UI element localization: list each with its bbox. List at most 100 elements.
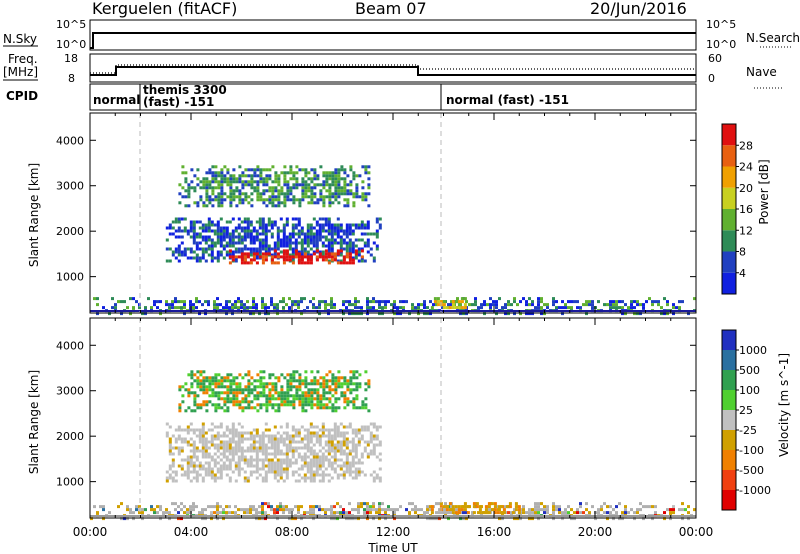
data-cell bbox=[291, 461, 295, 465]
data-cell bbox=[531, 511, 534, 515]
data-cell bbox=[324, 511, 327, 515]
data-cell bbox=[378, 476, 382, 480]
data-cell bbox=[313, 403, 317, 407]
data-cell bbox=[303, 434, 307, 438]
data-cell bbox=[241, 186, 245, 190]
data-cell bbox=[294, 434, 298, 438]
data-cell bbox=[219, 434, 223, 438]
data-cell bbox=[244, 388, 248, 392]
data-cell bbox=[256, 385, 260, 389]
data-cell bbox=[324, 303, 327, 307]
data-cell bbox=[187, 391, 191, 395]
data-cell bbox=[327, 220, 331, 224]
data-cell bbox=[448, 502, 452, 506]
data-cell bbox=[346, 189, 350, 193]
data-cell bbox=[204, 250, 208, 254]
data-cell bbox=[213, 300, 216, 304]
data-cell bbox=[342, 449, 346, 453]
data-cell bbox=[561, 306, 564, 310]
data-cell bbox=[322, 204, 326, 208]
data-cell bbox=[231, 235, 235, 239]
data-cell bbox=[268, 198, 272, 202]
data-cell bbox=[493, 508, 497, 512]
data-cell bbox=[208, 186, 212, 190]
data-cell bbox=[279, 250, 283, 254]
data-cell bbox=[286, 382, 290, 386]
data-cell bbox=[463, 297, 467, 301]
data-cell bbox=[435, 517, 438, 521]
data-cell bbox=[328, 201, 332, 205]
data-cell bbox=[261, 511, 264, 515]
data-cell bbox=[319, 198, 323, 202]
data-cell bbox=[219, 458, 223, 462]
data-cell bbox=[234, 443, 238, 447]
data-cell bbox=[312, 226, 316, 230]
data-cell bbox=[360, 232, 364, 236]
data-cell bbox=[304, 382, 308, 386]
data-cell bbox=[312, 238, 316, 242]
data-cell bbox=[342, 434, 346, 438]
data-cell bbox=[564, 306, 567, 310]
data-cell bbox=[285, 473, 289, 477]
data-cell bbox=[355, 382, 359, 386]
data-cell bbox=[261, 440, 265, 444]
data-cell bbox=[223, 379, 227, 383]
data-cell bbox=[180, 473, 184, 477]
data-cell bbox=[132, 511, 135, 515]
data-cell bbox=[319, 189, 323, 193]
data-cell bbox=[220, 186, 224, 190]
data-cell bbox=[310, 177, 314, 181]
data-cell bbox=[439, 300, 443, 304]
data-cell bbox=[472, 505, 476, 509]
data-cell bbox=[330, 300, 333, 304]
data-cell bbox=[289, 168, 293, 172]
data-cell bbox=[537, 505, 540, 509]
data-cell bbox=[181, 171, 185, 175]
data-cell bbox=[264, 250, 268, 254]
freq-unit: [MHz] bbox=[3, 65, 38, 79]
data-cell bbox=[331, 376, 335, 380]
data-cell bbox=[292, 397, 296, 401]
data-cell bbox=[325, 195, 329, 199]
data-cell bbox=[259, 394, 263, 398]
data-cell bbox=[493, 502, 497, 506]
data-cell bbox=[213, 464, 217, 468]
data-cell bbox=[235, 186, 239, 190]
data-cell bbox=[489, 303, 492, 307]
data-cell bbox=[213, 473, 217, 477]
data-cell bbox=[247, 201, 251, 205]
data-cell bbox=[651, 505, 654, 509]
data-cell bbox=[378, 502, 381, 506]
data-cell bbox=[198, 431, 202, 435]
data-cell bbox=[190, 373, 194, 377]
data-cell bbox=[490, 508, 494, 512]
data-cell bbox=[309, 431, 313, 435]
data-cell bbox=[229, 177, 233, 181]
data-cell bbox=[177, 300, 180, 304]
data-cell bbox=[502, 511, 506, 515]
data-cell bbox=[357, 502, 360, 506]
data-cell bbox=[261, 431, 265, 435]
data-cell bbox=[174, 300, 177, 304]
data-cell bbox=[219, 244, 223, 248]
data-cell bbox=[216, 232, 220, 236]
data-cell bbox=[322, 406, 326, 410]
data-cell bbox=[232, 189, 236, 193]
data-cell bbox=[342, 476, 346, 480]
data-cell bbox=[186, 431, 190, 435]
data-cell bbox=[357, 458, 361, 462]
power-cbar-label: Power [dB] bbox=[757, 159, 771, 224]
velocity-frame bbox=[89, 317, 697, 519]
nsky-label: N.Sky bbox=[3, 32, 37, 46]
data-cell bbox=[337, 168, 341, 172]
data-cell bbox=[328, 391, 332, 395]
data-cell bbox=[267, 217, 271, 221]
data-cell bbox=[561, 517, 564, 521]
data-cell bbox=[297, 479, 301, 483]
data-cell bbox=[366, 508, 369, 512]
data-cell bbox=[297, 455, 301, 459]
data-cell bbox=[223, 177, 227, 181]
data-cell bbox=[519, 312, 522, 316]
data-cell bbox=[202, 204, 206, 208]
data-cell bbox=[267, 461, 271, 465]
